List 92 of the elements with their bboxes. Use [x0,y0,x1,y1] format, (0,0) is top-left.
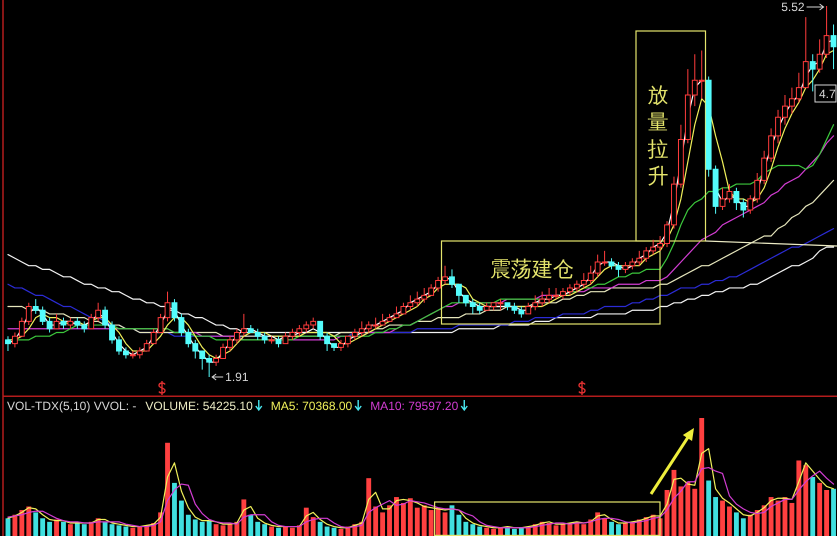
bar [776,500,780,536]
annotation: 震荡建仓 [490,257,574,281]
candlestick [5,336,11,352]
bar [40,518,46,536]
bar [609,522,614,536]
candlestick [830,24,836,70]
bar [768,497,774,536]
bar [68,524,73,536]
bar [817,482,822,536]
bar [796,460,802,536]
bar [554,525,558,536]
bar [19,510,24,536]
bar [110,524,114,536]
bar [373,506,378,536]
bar [206,520,212,536]
bar [380,512,386,536]
bar [33,512,38,536]
bar [116,525,122,536]
bar [130,528,136,536]
bar [324,526,330,536]
bar [463,522,468,536]
candlestick [54,313,60,330]
candlestick [276,336,282,348]
bar [734,512,739,536]
bar [283,526,288,536]
bar [214,524,219,536]
annotation: 1.91 [225,370,249,384]
bar [241,499,246,536]
bar [831,488,836,536]
text: MA10: 79597.20 [370,399,459,413]
bar [74,523,80,536]
bar [192,519,198,536]
bar [255,522,260,536]
bar [408,498,413,536]
candlestick [810,54,816,92]
bar [436,508,441,536]
bar [220,525,226,536]
bar [602,518,608,536]
bar [82,524,87,536]
bar [456,514,462,536]
bar [740,518,746,536]
candlestick [67,317,74,330]
candlestick [268,336,275,344]
bar [685,482,690,536]
bar [276,528,281,536]
bar [394,497,399,536]
bar [186,514,191,536]
bar [296,525,302,536]
bar [318,522,323,536]
bar [824,490,830,536]
annotation: 4.7 [819,87,836,101]
bar [47,522,52,536]
bar [228,524,232,536]
bar [332,528,336,536]
bar [692,488,698,536]
bar [269,526,274,536]
bar [810,477,816,536]
bar [338,528,344,536]
bar [387,505,392,536]
bar [6,518,10,536]
bar [262,524,268,536]
bar [782,497,788,536]
bar [61,522,66,536]
annotation: 5.52 [781,0,805,14]
bar [713,497,718,536]
bar [172,482,177,536]
bar [414,508,420,536]
text: MA5: 70368.00 [270,399,352,413]
bar [12,514,18,536]
bar [123,526,128,536]
bar [54,519,59,536]
text: VOLUME: 54225.10 [145,399,254,413]
bar [200,522,205,536]
bar [672,470,676,536]
bar [706,480,712,536]
bar [789,502,794,536]
bar [678,486,684,536]
bar [762,505,767,536]
bar [720,500,725,536]
bar [442,512,448,536]
bar [290,528,295,536]
chart-title: VOL-TDX(5,10) VVOL: - [7,399,136,413]
candlestick [60,317,66,330]
bar [178,500,184,536]
bar [428,510,434,536]
bar [616,524,621,536]
bar [727,506,732,536]
annotation: 放量拉升 [648,83,668,188]
bar [165,442,170,536]
bar [102,522,108,536]
bar [400,502,406,536]
bar [450,505,454,536]
